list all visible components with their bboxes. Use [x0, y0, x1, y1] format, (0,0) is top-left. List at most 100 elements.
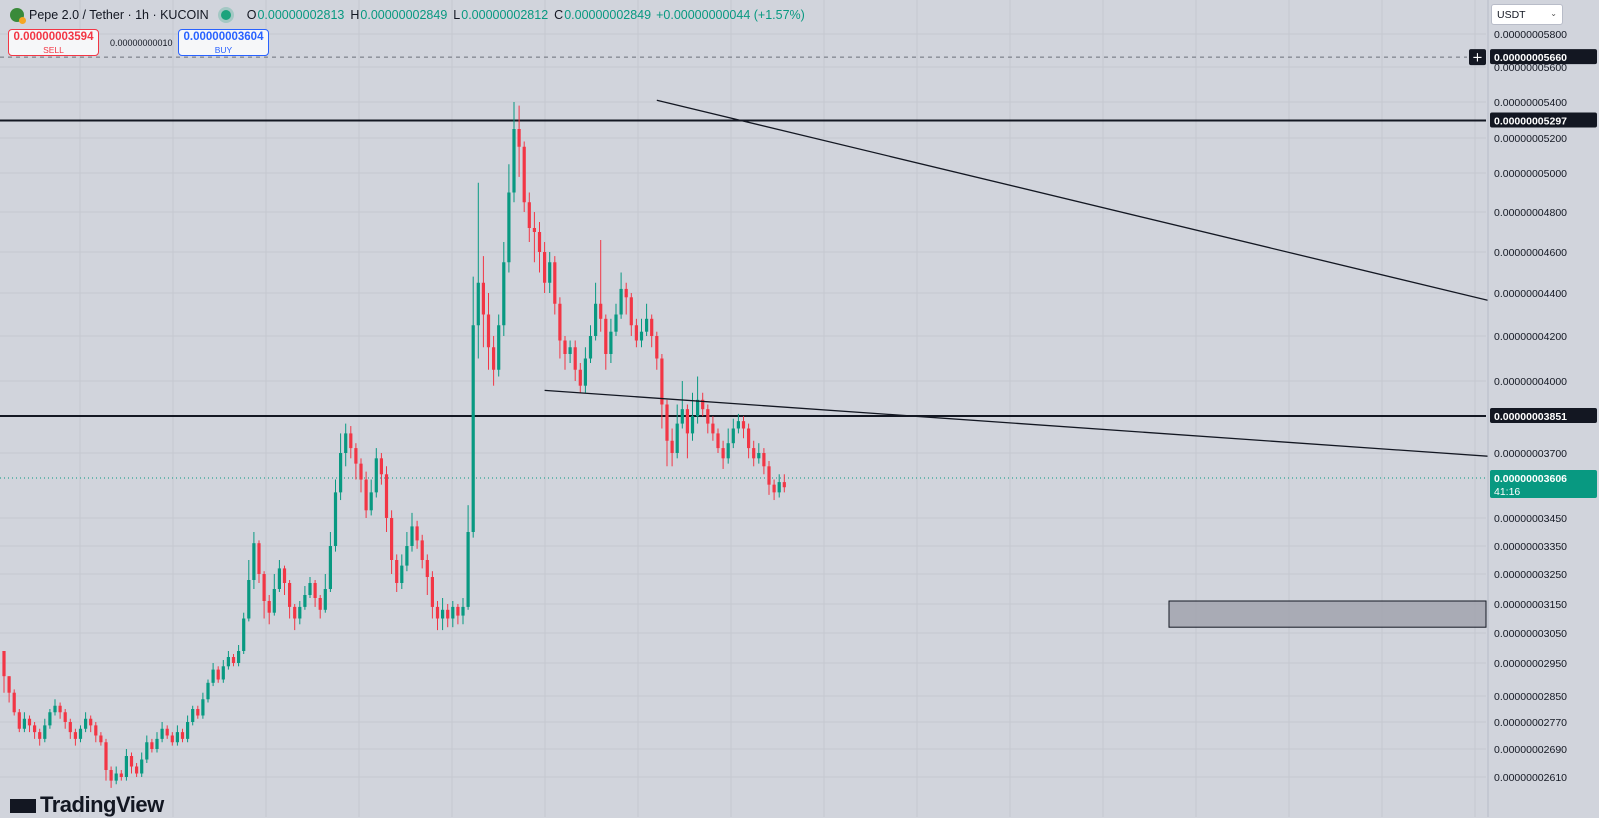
candle-body [323, 589, 327, 610]
candle-body [481, 282, 485, 315]
candle-body [573, 347, 577, 370]
candle-body [548, 262, 552, 283]
candle-body [527, 202, 531, 228]
price-label: 0.00000005297 [1494, 116, 1567, 128]
price-tick-label: 0.00000003700 [1494, 448, 1567, 460]
candle-body [175, 732, 179, 743]
candle-body [430, 577, 434, 607]
high-label: H [350, 8, 360, 22]
price-tick-label: 0.00000003150 [1494, 599, 1567, 611]
pepe-logo-icon [10, 8, 26, 24]
candle-body [685, 409, 689, 434]
candle-body [400, 565, 404, 583]
buy-button[interactable]: 0.00000003604 BUY [178, 29, 269, 56]
price-tick-label: 0.00000002770 [1494, 717, 1567, 729]
candle-body [471, 325, 475, 532]
candle-body [17, 712, 21, 729]
candle-body [441, 609, 445, 619]
price-tick-label: 0.00000004200 [1494, 331, 1567, 343]
candle-body [226, 657, 230, 667]
symbol-title[interactable]: Pepe 2.0 / Tether · 1h · KUCOIN [29, 8, 209, 22]
candle-body [43, 725, 47, 739]
candle-body [701, 399, 705, 410]
open-label: O [246, 8, 257, 22]
candle-body [68, 722, 72, 733]
candle-body [415, 526, 419, 541]
candle-body [231, 657, 236, 663]
change-value: +0.00000000044 (+1.57%) [656, 8, 805, 22]
candle-body [78, 728, 83, 739]
price-label: 0.00000003606 [1494, 473, 1567, 485]
price-tick-label: 0.00000003450 [1494, 513, 1567, 525]
candle-body [690, 416, 695, 434]
candle-body [604, 318, 608, 354]
candle-body [247, 580, 251, 619]
candle-body [629, 297, 633, 326]
candle-body [104, 742, 108, 770]
close-label: C [554, 8, 564, 22]
open-value: 0.00000002813 [257, 8, 345, 22]
candle-body [665, 404, 669, 441]
plus-icon: + [1472, 51, 1483, 66]
tradingview-logo-icon [10, 799, 36, 814]
candle-body [344, 433, 348, 453]
candle-body [696, 399, 700, 417]
candle-body [497, 325, 501, 370]
candle-body [670, 440, 674, 453]
candle-body [7, 676, 11, 693]
candle-body [568, 347, 572, 354]
price-tick-label: 0.00000003050 [1494, 628, 1567, 640]
price-tick-label: 0.00000002690 [1494, 744, 1567, 756]
candle-body [563, 340, 567, 354]
chevron-down-icon: ⌄ [1550, 9, 1557, 18]
candle-body [48, 712, 52, 726]
candle-body [711, 423, 715, 434]
currency-select[interactable]: USDT ⌄ [1491, 4, 1563, 25]
price-tick-label: 0.00000005800 [1494, 29, 1567, 41]
candle-body [180, 732, 185, 739]
candle-body [191, 709, 195, 722]
candle-body [522, 146, 526, 203]
price-tick-label: 0.00000004000 [1494, 376, 1567, 388]
currency-value: USDT [1497, 9, 1526, 21]
candle-body [762, 453, 766, 467]
price-tick-label: 0.00000005200 [1494, 133, 1567, 145]
sell-button[interactable]: 0.00000003594 SELL [8, 29, 99, 56]
low-value: 0.00000002812 [461, 8, 549, 22]
candle-body [747, 428, 751, 449]
candle-body [446, 609, 450, 619]
candle-body [517, 129, 521, 147]
candle-body [22, 718, 26, 729]
candle-body [435, 606, 440, 619]
candle-body [186, 722, 190, 739]
candle-body [726, 443, 730, 459]
candle-body [588, 336, 593, 359]
candle-body [634, 325, 638, 341]
candle-body [221, 666, 225, 680]
candle-body [73, 732, 77, 739]
candle-body [532, 228, 536, 232]
candle-body [201, 699, 205, 716]
price-tick-label: 0.00000005600 [1494, 62, 1567, 74]
price-tick-label: 0.00000005400 [1494, 97, 1567, 109]
candle-body [379, 458, 383, 475]
candle-body [303, 595, 307, 607]
candle-body [349, 433, 353, 449]
candle-body [772, 484, 776, 493]
candle-body [614, 314, 618, 332]
close-value: 0.00000002849 [564, 8, 652, 22]
candle-body [165, 728, 169, 736]
candle-body [333, 492, 338, 546]
candle-body [655, 336, 659, 359]
price-tick-label: 0.00000004800 [1494, 207, 1567, 219]
candle-body [216, 669, 220, 680]
sell-label: SELL [43, 45, 64, 55]
price-tick-label: 0.00000002850 [1494, 691, 1567, 703]
price-label: 0.00000005660 [1494, 52, 1567, 64]
candle-body [33, 725, 37, 733]
candle-body [150, 742, 154, 749]
candles [2, 102, 786, 788]
candle-body [660, 358, 664, 405]
candle-body [267, 601, 271, 613]
